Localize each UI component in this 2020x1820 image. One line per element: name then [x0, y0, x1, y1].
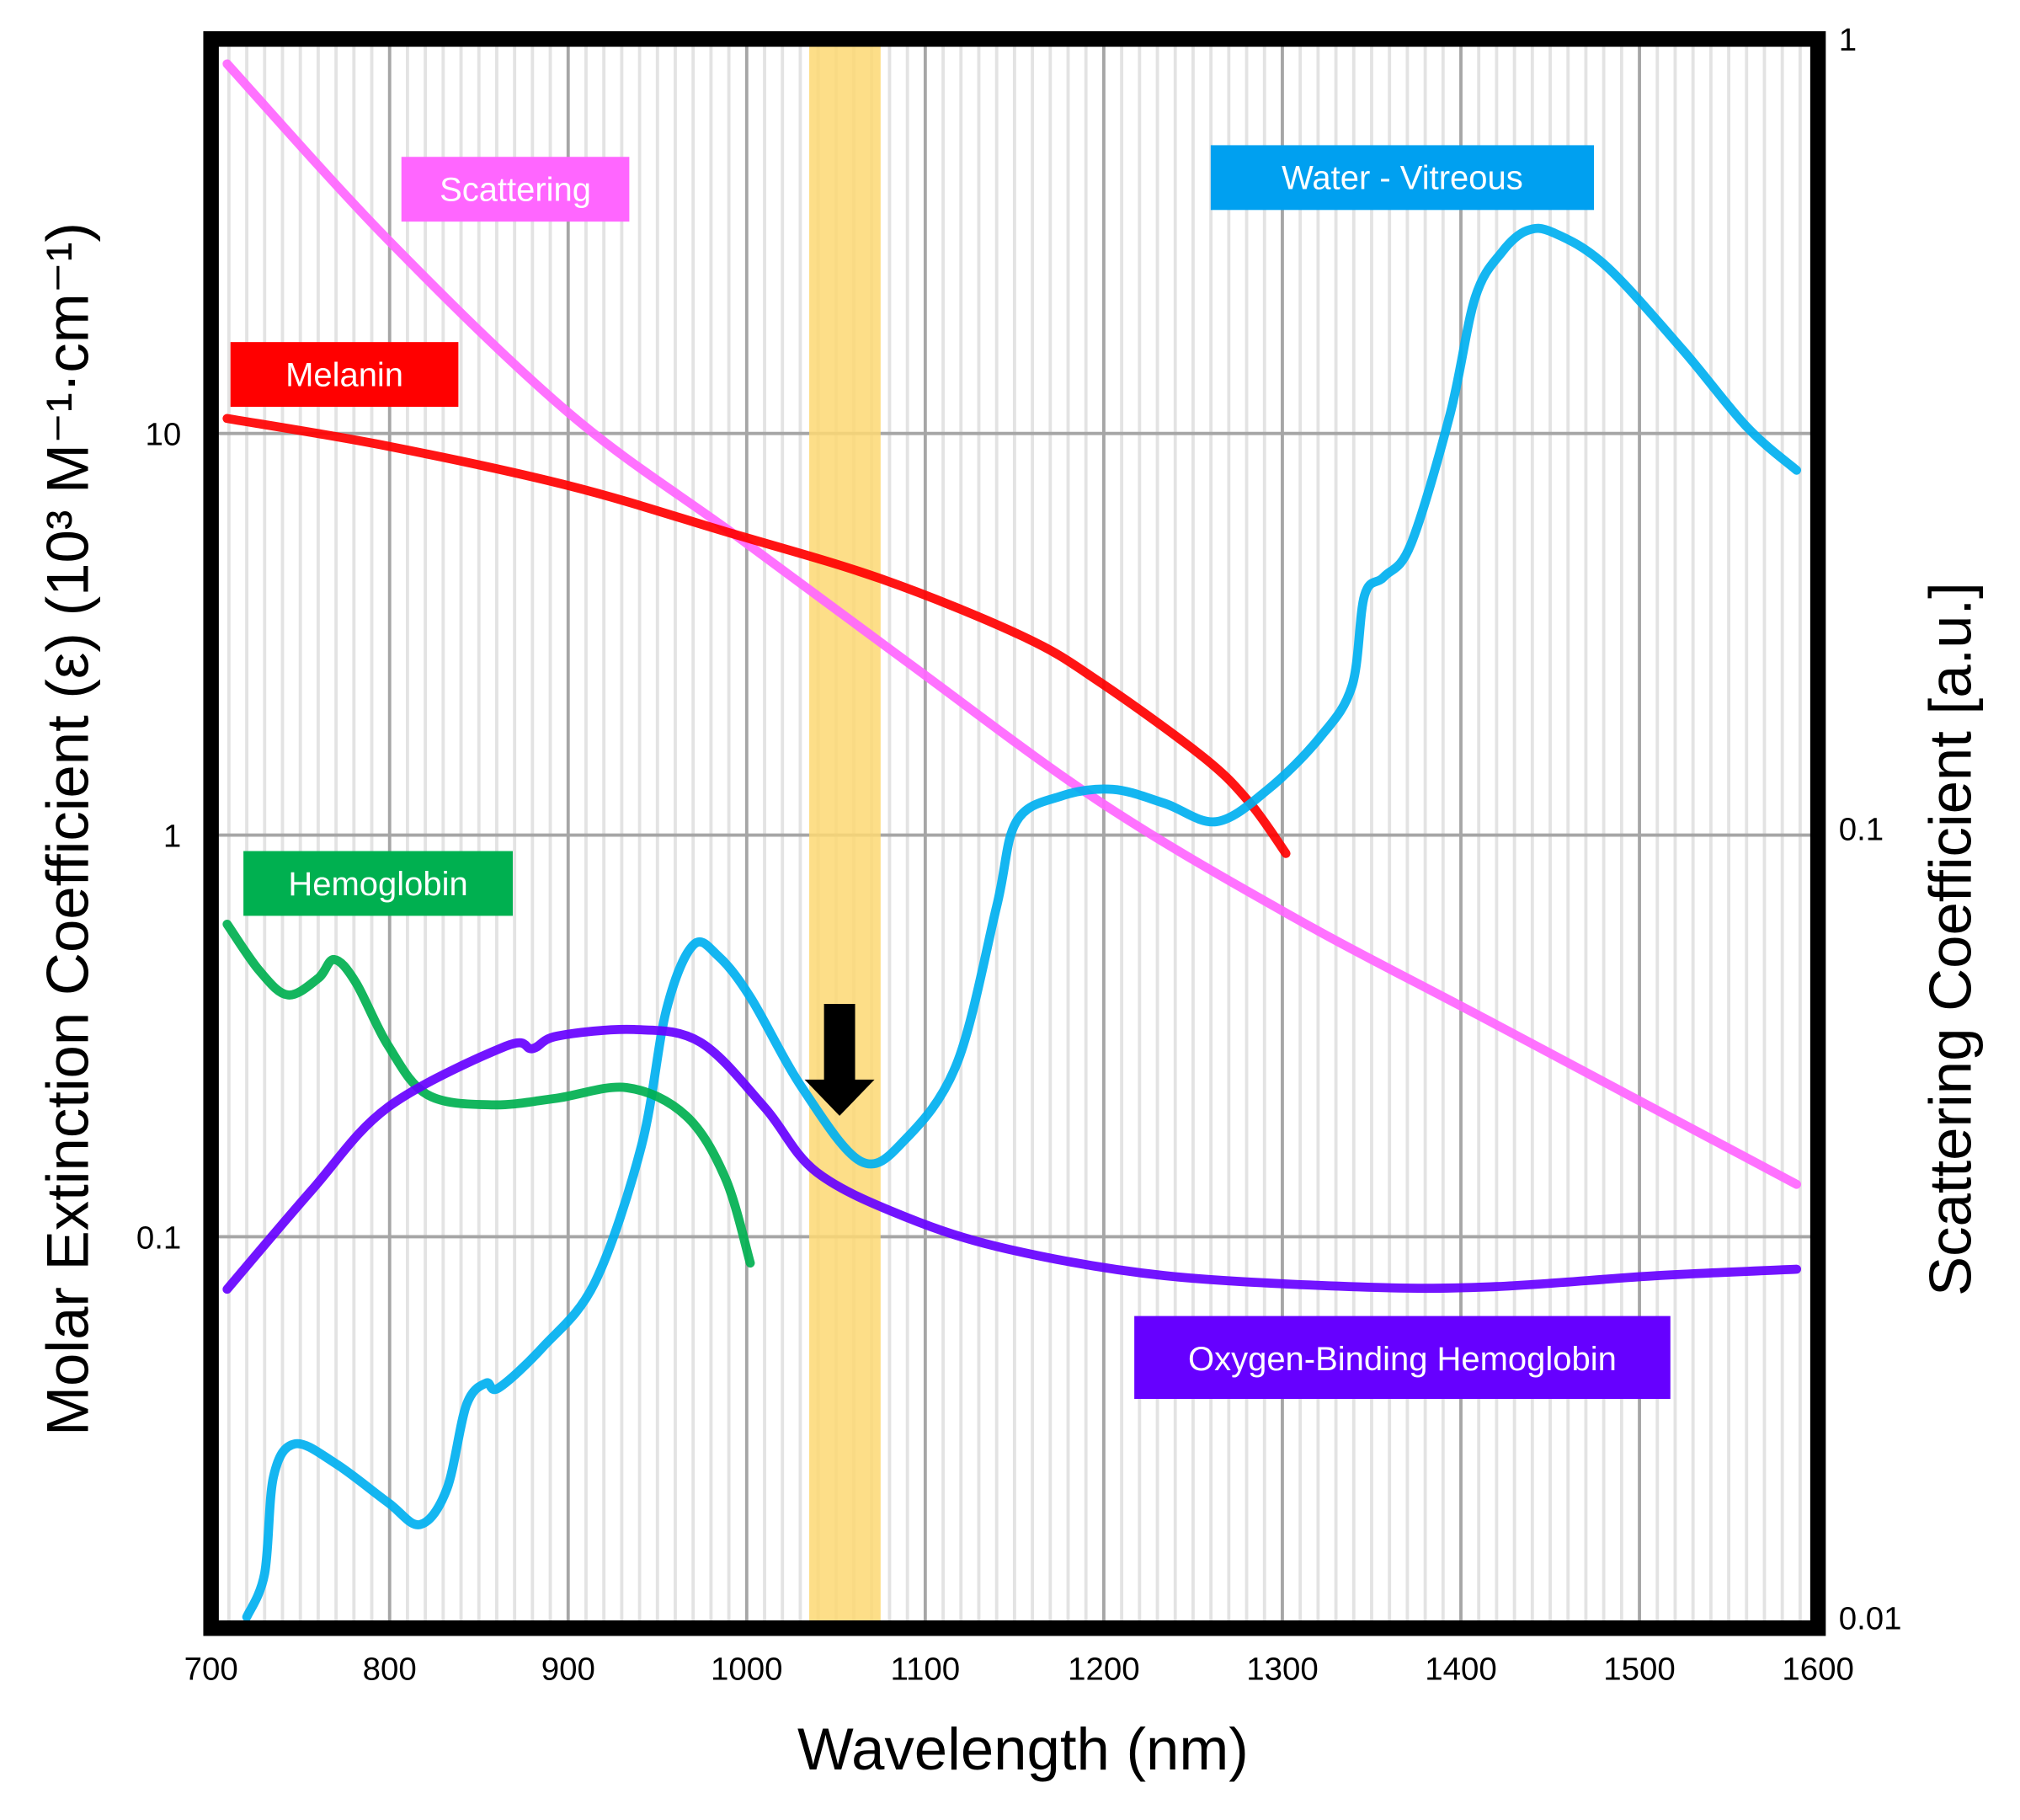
y-axis-label: Molar Extinction Coefficient (ε) (10³ M⁻…: [35, 222, 101, 1436]
x-tick-label: 1600: [1782, 1652, 1854, 1688]
legend-label-melanin: Melanin: [230, 342, 459, 408]
y-tick-label: 0.1: [136, 1220, 181, 1256]
y-axis-right-label: Scattering Coefficient [a.u.]: [1917, 582, 1984, 1296]
x-tick-label: 1500: [1603, 1652, 1676, 1688]
series-layer: [222, 59, 1802, 1622]
y-tick-label: 1: [163, 818, 181, 854]
series-line-water-vitreous: [242, 223, 1802, 1622]
legend-label-oxyhemoglobin: Oxygen-Binding Hemoglobin: [1134, 1316, 1671, 1400]
legend-text-water: Water - Vitreous: [1282, 160, 1523, 197]
legend-text-oxyhemoglobin: Oxygen-Binding Hemoglobin: [1188, 1341, 1617, 1378]
series-line-oxygen-binding-hemoglobin: [222, 1024, 1802, 1294]
legend-label-water: Water - Vitreous: [1210, 145, 1595, 211]
y-right-tick-label: 1: [1839, 22, 1857, 58]
plot-frame: [203, 31, 1826, 1636]
legend-text-hemoglobin: Hemoglobin: [288, 866, 467, 903]
y-right-tick-label: 0.1: [1839, 811, 1884, 847]
series-line-scattering: [222, 59, 1802, 1189]
x-tick-label: 700: [184, 1652, 238, 1688]
x-tick-label: 1300: [1246, 1652, 1319, 1688]
x-tick-label: 1400: [1425, 1652, 1497, 1688]
legend-label-hemoglobin: Hemoglobin: [243, 851, 513, 916]
x-tick-label: 900: [541, 1652, 595, 1688]
series-line-melanin: [222, 414, 1291, 858]
y-right-tick-label: 0.01: [1839, 1601, 1902, 1637]
ticks: 700 800 900 1000 1100 1200 1300 1400 1500 1600 10 1…: [136, 22, 1902, 1688]
x-tick-label: 800: [363, 1652, 417, 1688]
highlight-band: [809, 39, 881, 1629]
legend-text-melanin: Melanin: [285, 356, 403, 393]
x-tick-label: 1000: [711, 1652, 783, 1688]
arrow-shape: [804, 1003, 875, 1116]
legend-text-scattering: Scattering: [440, 172, 591, 209]
x-tick-label: 1200: [1068, 1652, 1140, 1688]
y-tick-label: 10: [146, 417, 182, 453]
arrow-icon: [804, 1003, 875, 1116]
x-axis-label: Wavelength (nm): [797, 1716, 1249, 1782]
x-tick-label: 1100: [891, 1652, 961, 1688]
series-line-hemoglobin: [222, 919, 755, 1268]
legend-label-scattering: Scattering: [401, 157, 630, 222]
